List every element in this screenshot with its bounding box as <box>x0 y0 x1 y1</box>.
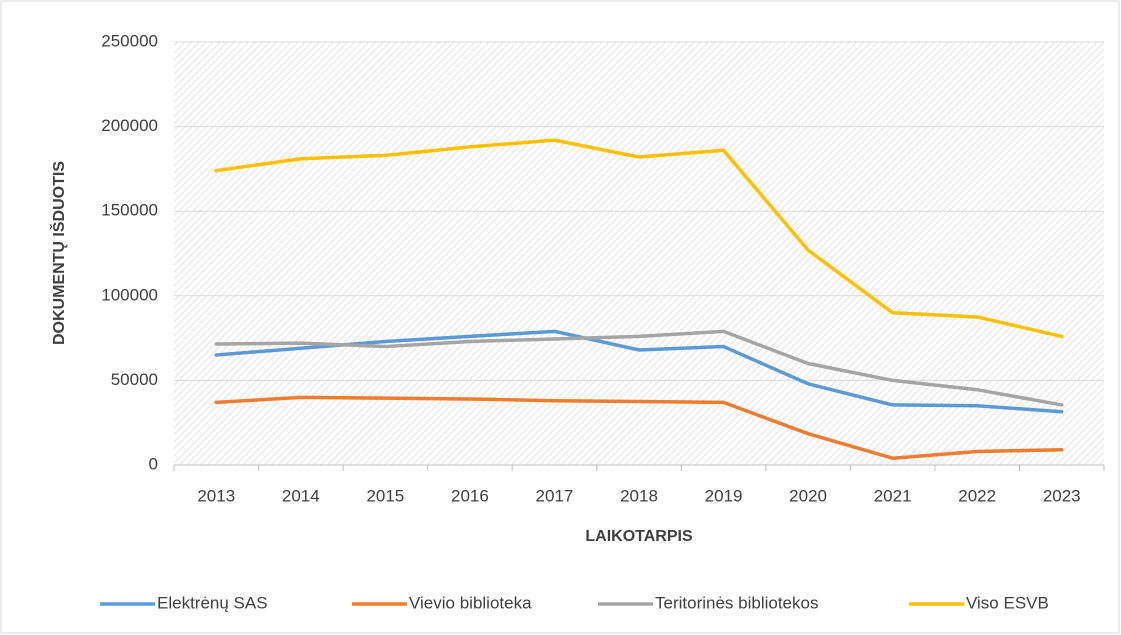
y-tick-label: 50000 <box>111 370 158 389</box>
legend-label: Viso ESVB <box>966 593 1049 612</box>
series-line <box>214 138 1064 339</box>
y-tick-label: 250000 <box>101 31 158 50</box>
x-tick-label: 2021 <box>874 486 912 505</box>
x-tick-label: 2018 <box>620 486 658 505</box>
series-line <box>214 395 1064 460</box>
y-tick-label: 200000 <box>101 116 158 135</box>
x-tick-label: 2020 <box>789 486 827 505</box>
plot-area <box>174 42 1104 465</box>
y-tick-label: 100000 <box>101 285 158 304</box>
y-tick-label: 150000 <box>101 201 158 220</box>
y-axis-title: DOKUMENTŲ IŠDUOTIS <box>49 161 68 345</box>
x-axis-title: LAIKOTARPIS <box>585 528 693 545</box>
x-tick-label: 2014 <box>282 486 320 505</box>
legend-label: Elektrėnų SAS <box>157 593 268 612</box>
legend-label: Vievio biblioteka <box>409 593 532 612</box>
series-line <box>214 329 1064 407</box>
x-tick-label: 2016 <box>451 486 489 505</box>
x-tick-label: 2013 <box>197 486 235 505</box>
x-tick-label: 2022 <box>958 486 996 505</box>
x-tick-label: 2019 <box>705 486 743 505</box>
x-tick-label: 2015 <box>366 486 404 505</box>
x-tick-label: 2017 <box>536 486 574 505</box>
x-tick-label: 2023 <box>1043 486 1081 505</box>
y-tick-label: 0 <box>149 454 158 473</box>
legend-label: Teritorinės bibliotekos <box>655 593 818 612</box>
